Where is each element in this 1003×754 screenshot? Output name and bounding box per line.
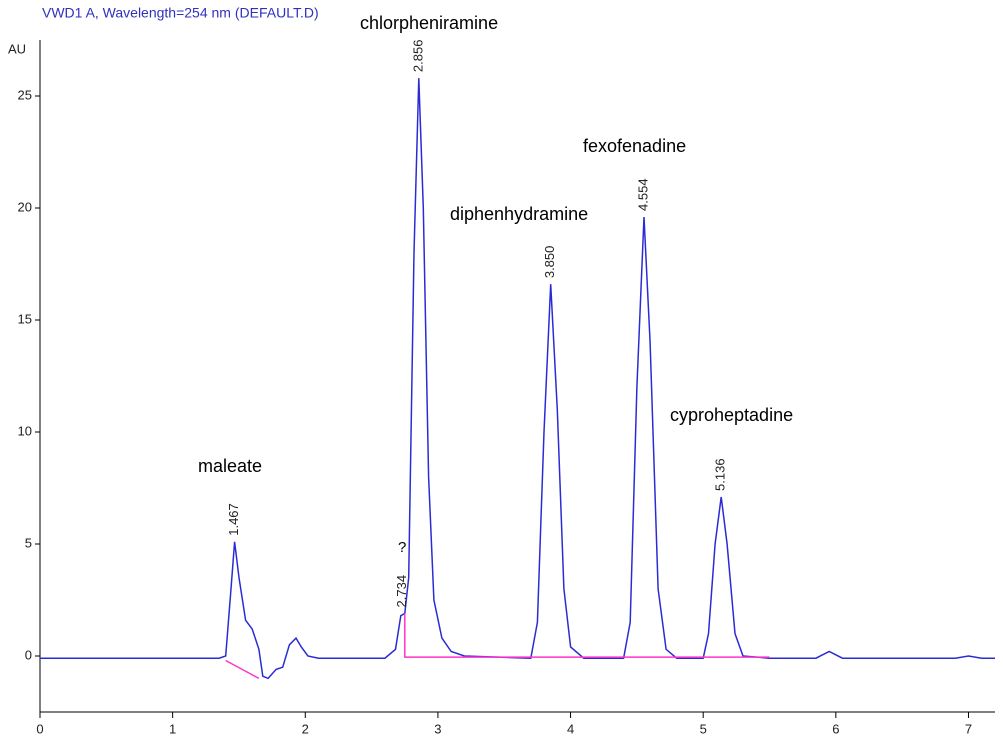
x-tick-label: 4 [567,721,574,736]
y-tick-label: 5 [25,535,32,550]
y-tick-label: 20 [18,199,32,214]
y-tick-label: 15 [18,311,32,326]
x-tick-label: 1 [169,721,176,736]
x-tick-label: 5 [700,721,707,736]
compound-label: chlorpheniramine [360,13,498,33]
retention-time-label: 2.856 [410,40,425,73]
x-tick-label: 0 [36,721,43,736]
retention-time-label: 2.734 [394,575,409,608]
y-tick-label: 0 [25,647,32,662]
y-tick-label: 10 [18,423,32,438]
x-tick-label: 3 [434,721,441,736]
chart-title: VWD1 A, Wavelength=254 nm (DEFAULT.D) [42,5,319,21]
retention-time-label: 5.136 [713,458,728,491]
y-axis-label: AU [8,41,26,56]
retention-time-label: 1.467 [226,503,241,536]
trace [225,659,260,680]
compound-label: fexofenadine [583,136,686,156]
retention-time-label: 4.554 [635,178,650,211]
compound-label: cyproheptadine [670,405,793,425]
compound-label: diphenhydramine [450,204,588,224]
x-tick-label: 2 [302,721,309,736]
x-tick-label: 7 [965,721,972,736]
y-tick-label: 25 [18,87,32,102]
trace [404,613,770,658]
compound-label: maleate [198,456,262,476]
retention-time-label: 3.850 [542,246,557,279]
trace [40,78,995,680]
x-tick-label: 6 [832,721,839,736]
compound-label: ? [398,539,406,556]
